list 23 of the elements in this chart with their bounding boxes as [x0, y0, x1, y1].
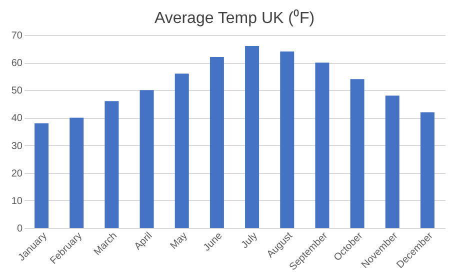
bar: [245, 46, 260, 228]
y-tick-label: 60: [11, 58, 23, 70]
bar: [140, 90, 154, 228]
bar: [350, 79, 364, 228]
bar: [70, 118, 84, 228]
bar: [174, 74, 189, 228]
bar: [34, 123, 49, 228]
y-tick-label: 70: [11, 30, 23, 42]
chart-title: Average Temp UK (⁰F): [154, 9, 315, 27]
x-tick-label: July: [239, 230, 260, 251]
y-tick-label: 0: [16, 224, 23, 234]
y-tick-label: 10: [11, 196, 23, 207]
bar: [420, 112, 434, 228]
y-tick-label: 40: [11, 113, 23, 124]
bar: [210, 57, 224, 228]
bar: [280, 52, 294, 228]
y-tick-label: 20: [11, 168, 23, 180]
y-tick-label: 50: [11, 86, 23, 97]
bar: [385, 96, 400, 228]
y-tick-label: 30: [11, 140, 23, 152]
x-tick-label: May: [168, 230, 190, 252]
bar: [315, 62, 330, 228]
bar: [104, 101, 119, 228]
